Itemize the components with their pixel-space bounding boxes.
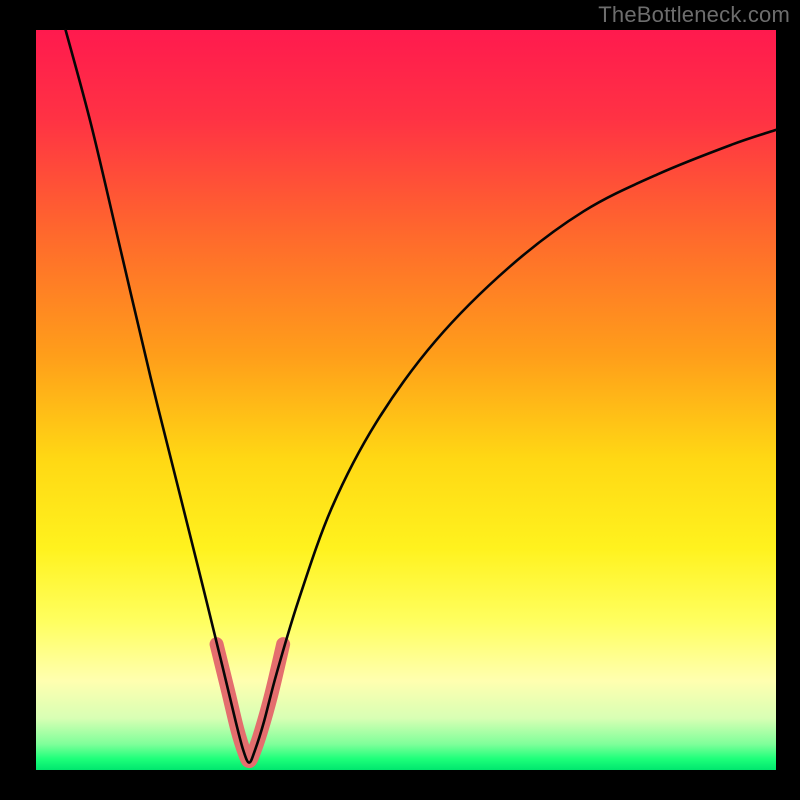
- bottleneck-curve-chart: [0, 0, 800, 800]
- plot-area: [36, 30, 776, 770]
- chart-canvas: TheBottleneck.com: [0, 0, 800, 800]
